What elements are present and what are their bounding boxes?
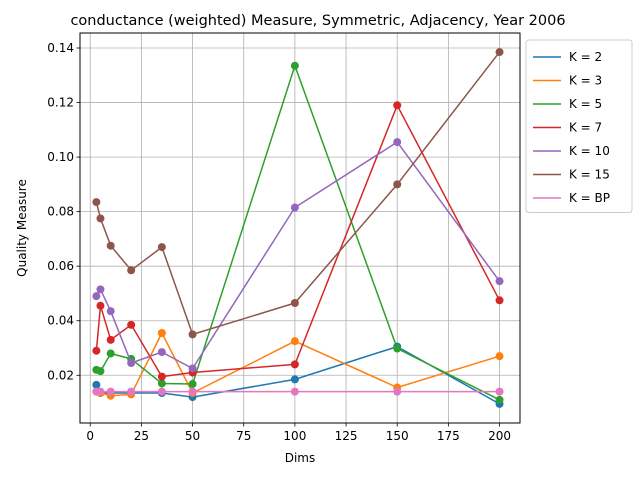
data-point bbox=[106, 335, 115, 344]
data-point bbox=[290, 203, 299, 212]
legend-label: K = BP bbox=[569, 191, 610, 205]
data-point bbox=[393, 344, 402, 353]
data-point bbox=[92, 198, 101, 207]
series-layer bbox=[92, 48, 504, 408]
series-5 bbox=[92, 48, 504, 339]
data-point bbox=[96, 387, 105, 396]
data-point bbox=[188, 330, 197, 339]
series-2 bbox=[92, 61, 504, 404]
x-axis-label: Dims bbox=[285, 451, 316, 465]
legend-label: K = 5 bbox=[569, 97, 602, 111]
data-point bbox=[127, 266, 136, 275]
data-point bbox=[127, 387, 136, 396]
data-point bbox=[495, 352, 504, 361]
data-point bbox=[96, 214, 105, 223]
data-point bbox=[106, 307, 115, 316]
data-point bbox=[290, 61, 299, 70]
x-tick-label: 75 bbox=[236, 429, 251, 443]
y-axis: 0.02 0.04 0.06 0.08 0.10 0.12 0.14 bbox=[47, 41, 80, 382]
data-point bbox=[127, 320, 136, 329]
data-point bbox=[127, 359, 136, 367]
chart-title: conductance (weighted) Measure, Symmetri… bbox=[70, 13, 565, 29]
x-tick-label: 50 bbox=[185, 429, 200, 443]
series-4 bbox=[92, 138, 504, 373]
data-point bbox=[157, 387, 166, 396]
data-point bbox=[157, 372, 166, 381]
data-point bbox=[188, 364, 197, 373]
x-axis: 0 25 50 75 100 125 150 175 200 bbox=[86, 423, 511, 443]
data-point bbox=[495, 277, 504, 286]
data-point bbox=[157, 348, 166, 357]
data-point bbox=[495, 48, 504, 57]
y-tick-label: 0.02 bbox=[47, 368, 74, 382]
data-point bbox=[290, 337, 299, 346]
series-line bbox=[96, 64, 500, 401]
data-point bbox=[393, 387, 402, 396]
legend-label: K = 3 bbox=[569, 74, 602, 88]
data-point bbox=[393, 180, 402, 189]
data-point bbox=[290, 375, 299, 384]
x-tick-label: 25 bbox=[134, 429, 149, 443]
data-point bbox=[92, 380, 101, 389]
y-tick-label: 0.10 bbox=[47, 150, 74, 164]
data-point bbox=[92, 346, 101, 355]
x-tick-label: 125 bbox=[335, 429, 358, 443]
y-tick-label: 0.04 bbox=[47, 314, 74, 328]
grid bbox=[80, 33, 520, 423]
data-point bbox=[106, 387, 115, 396]
data-point bbox=[290, 387, 299, 396]
legend-label: K = 15 bbox=[569, 168, 610, 182]
legend-label: K = 7 bbox=[569, 121, 602, 135]
series-line bbox=[95, 51, 501, 336]
series-line bbox=[95, 141, 501, 370]
data-point bbox=[188, 387, 197, 396]
data-point bbox=[157, 379, 166, 388]
y-tick-label: 0.14 bbox=[47, 41, 74, 55]
data-point bbox=[393, 138, 402, 147]
y-axis-label: Quality Measure bbox=[15, 179, 29, 277]
data-point bbox=[157, 329, 166, 337]
data-point bbox=[290, 360, 299, 369]
data-point bbox=[495, 395, 504, 404]
y-tick-label: 0.12 bbox=[47, 96, 74, 110]
data-point bbox=[188, 380, 197, 388]
data-point bbox=[106, 241, 115, 250]
data-point bbox=[96, 367, 105, 376]
legend-box bbox=[525, 39, 633, 213]
x-tick-label: 200 bbox=[488, 429, 511, 443]
x-tick-label: 150 bbox=[386, 429, 409, 443]
y-tick-label: 0.06 bbox=[47, 259, 74, 273]
x-tick-label: 175 bbox=[437, 429, 460, 443]
legend-label: K = 10 bbox=[569, 144, 610, 158]
data-point bbox=[96, 285, 105, 294]
data-point bbox=[92, 292, 101, 301]
plot-frame bbox=[79, 32, 521, 424]
data-point bbox=[96, 301, 105, 310]
data-point bbox=[290, 299, 299, 307]
data-point bbox=[393, 101, 402, 110]
legend-label: K = 2 bbox=[569, 50, 602, 64]
data-point bbox=[157, 243, 166, 252]
data-point bbox=[495, 387, 504, 396]
x-tick-label: 0 bbox=[86, 429, 94, 443]
series-6 bbox=[92, 387, 504, 396]
y-tick-label: 0.08 bbox=[47, 205, 74, 219]
legend: K = 2 K = 3 K = 5 K = 7 K = 10 K = 15 K = BP bbox=[525, 39, 633, 213]
series-line bbox=[95, 104, 501, 378]
x-tick-label: 100 bbox=[283, 429, 306, 443]
data-point bbox=[495, 296, 504, 305]
data-point bbox=[106, 349, 115, 358]
